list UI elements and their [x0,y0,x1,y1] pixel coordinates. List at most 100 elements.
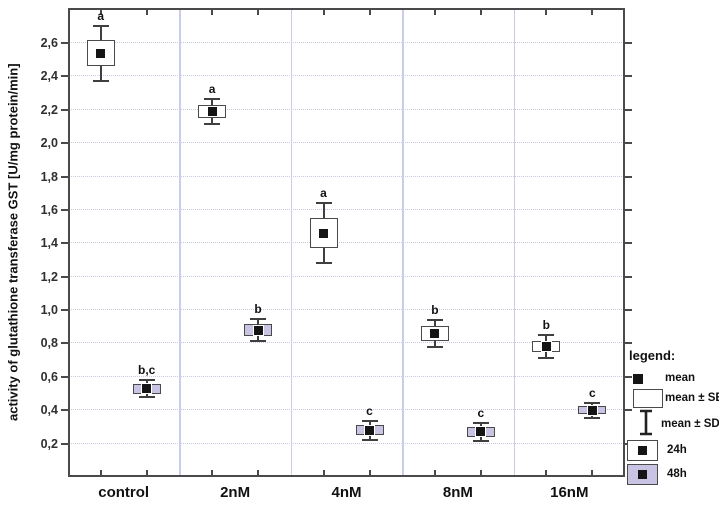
x-category-label: 8nM [442,484,473,501]
x-tick-top [99,10,102,15]
sd-cap-bottom [138,395,155,398]
sd-cap-top [138,379,155,382]
y-tick-label: 0,4 [40,403,58,418]
sd-cap-top [92,24,109,27]
mean-marker [252,324,264,336]
gridline [71,175,622,177]
y-tick [61,75,68,78]
x-tick [322,470,325,475]
gridline [71,409,622,411]
significance-letter: b [431,303,439,318]
sd-cap-top [315,202,332,205]
x-tick [433,470,436,475]
mean-marker [586,404,598,416]
series-48h-swatch-icon [627,464,658,485]
sd-cap-top [584,401,601,404]
legend-title: legend: [629,348,676,363]
x-tick-top [322,10,325,15]
mean-marker [364,424,375,436]
x-tick [99,470,102,475]
y-tick-label: 1,2 [40,269,58,284]
y-tick [61,142,68,145]
gridline [71,275,622,277]
y-tick-label: 0,8 [40,336,58,351]
gridline [71,142,622,144]
y-tick-right [625,275,632,278]
legend-label-mean-sd: mean ± SD [661,418,719,430]
group-separator [513,10,516,475]
mean-marker-icon [633,374,643,384]
y-tick [61,342,68,345]
significance-letter: a [320,186,327,201]
y-tick-right [625,108,632,111]
y-tick-label: 2,4 [40,69,58,84]
y-tick [61,375,68,378]
mean-marker [429,327,441,339]
y-tick-right [625,175,632,178]
mean-marker [475,426,487,438]
y-tick [61,242,68,245]
x-category-label: 16nM [550,484,589,501]
x-tick-top [211,10,214,15]
group-separator [290,10,293,475]
gridline [71,42,622,44]
legend: legend: mean mean ± SE mean ± SD 24h 48h [625,346,719,496]
x-tick-top [433,10,436,15]
gridline [71,75,622,77]
y-tick [61,42,68,45]
sd-cap-top [426,319,443,322]
significance-letter: a [97,8,105,23]
sd-cap-top [250,318,267,321]
y-tick-label: 0,6 [40,369,58,384]
sd-cap-bottom [250,340,267,343]
sd-cap-bottom [584,416,601,419]
x-tick [591,470,594,475]
gridline [71,242,622,244]
sd-cap-bottom [204,123,221,126]
mean-marker [318,227,329,239]
x-tick-top [368,10,371,15]
y-tick-right [625,409,632,412]
x-tick [545,470,548,475]
x-category-label: 2nM [220,484,251,501]
x-tick-top [145,10,148,15]
y-tick [61,208,68,211]
y-tick-label: 1,0 [40,303,58,318]
mean-marker-icon [638,446,647,455]
x-tick [479,470,482,475]
y-tick-label: 2,6 [40,36,58,51]
x-tick-top [545,10,548,15]
x-tick [145,470,148,475]
y-axis-title: activity of glutathione transferase GST … [5,63,21,422]
plot-frame [68,8,625,477]
gridline [71,375,622,377]
significance-letter: b [542,318,550,333]
sd-cap-top [361,419,378,422]
mean-se-box-icon [633,389,663,408]
group-separator [402,10,404,475]
y-tick-right [625,242,632,245]
x-tick [368,470,371,475]
mean-marker [141,383,153,395]
x-tick [257,470,260,475]
x-tick-top [591,10,594,15]
mean-marker-icon [638,470,647,479]
series-24h-swatch-icon [627,440,658,461]
legend-label-24h: 24h [667,444,687,456]
y-tick-right [625,342,632,345]
gridline [71,208,622,210]
y-tick [61,108,68,111]
sd-cap-top [472,421,489,424]
sd-cap-top [204,97,221,100]
x-category-label: control [98,484,150,501]
x-tick-top [479,10,482,15]
mean-marker [206,105,218,117]
legend-label-48h: 48h [667,468,687,480]
gridline [71,442,622,444]
sd-cap-bottom [538,357,555,360]
y-tick-label: 1,8 [40,169,58,184]
y-tick-right [625,42,632,45]
sd-cap-bottom [426,345,443,348]
